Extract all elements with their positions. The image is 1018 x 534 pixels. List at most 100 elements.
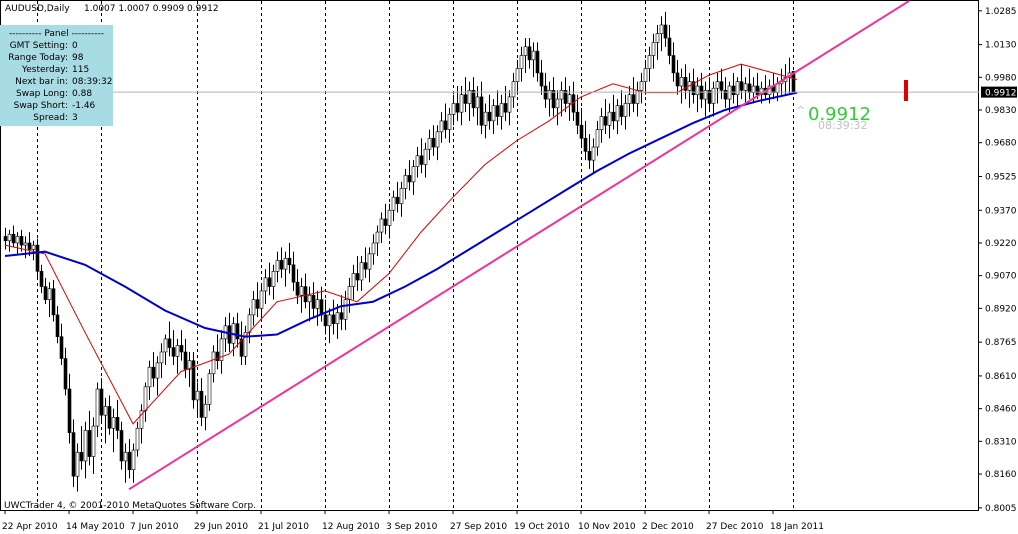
plot-frame xyxy=(0,0,979,511)
candle-body-97 xyxy=(391,196,396,211)
panel-label-2: Yesterday: xyxy=(21,65,68,75)
candle-body-177 xyxy=(711,87,716,104)
candle-body-9 xyxy=(39,271,44,287)
candle-body-54 xyxy=(219,338,224,361)
candle-body-10 xyxy=(43,286,48,300)
candle-body-108 xyxy=(435,131,440,148)
candle-body-140 xyxy=(563,90,568,104)
panel-label-6: Spread: xyxy=(33,113,68,123)
panel-label-3: Next bar in: xyxy=(15,77,68,87)
candle-body-4 xyxy=(19,236,24,246)
panel-value-2: 115 xyxy=(72,65,89,75)
candle-body-129 xyxy=(519,55,524,69)
candle-body-130 xyxy=(523,46,528,56)
panel-label-5: Swap Short: xyxy=(14,101,68,111)
candle-body-157 xyxy=(631,94,636,104)
candle-body-47 xyxy=(191,360,196,401)
candle-body-186 xyxy=(747,83,752,93)
y-tick-label-7: 0.9220 xyxy=(985,239,1017,249)
candle-body-106 xyxy=(427,138,432,150)
candle-body-161 xyxy=(647,55,652,69)
candle-body-89 xyxy=(359,262,364,281)
candle-body-75 xyxy=(303,286,308,303)
y-tick-label-4: 0.9680 xyxy=(985,139,1017,149)
candle-body-148 xyxy=(595,129,600,148)
candle-body-18 xyxy=(75,451,80,477)
candle-body-1 xyxy=(7,233,12,242)
candle-body-12 xyxy=(51,288,56,316)
panel-label-4: Swap Long: xyxy=(16,89,68,99)
bid-arrow: ^ xyxy=(796,104,805,117)
x-tick-label-4: 21 Jul 2010 xyxy=(258,522,309,532)
candle-body-175 xyxy=(703,90,708,100)
candle-body-127 xyxy=(511,81,516,98)
candle-body-93 xyxy=(375,231,380,244)
candle-body-96 xyxy=(387,209,392,226)
candle-body-133 xyxy=(535,50,540,74)
candle-body-5 xyxy=(23,242,28,246)
candle-body-38 xyxy=(155,362,160,379)
y-tick-label-10: 0.8765 xyxy=(985,338,1017,348)
candle-body-172 xyxy=(691,81,696,96)
candle-body-103 xyxy=(415,155,420,167)
candle-body-42 xyxy=(171,347,176,357)
bid-price: 0.9912 xyxy=(808,104,871,125)
candle-body-67 xyxy=(271,271,276,287)
candle-body-163 xyxy=(655,33,660,43)
y-tick-label-14: 0.8160 xyxy=(985,470,1017,480)
copyright-text: UWCTrader 4, © 2001-2010 MetaQuotes Soft… xyxy=(4,501,256,511)
candle-body-165 xyxy=(663,24,668,39)
panel-value-0: 0 xyxy=(72,41,78,51)
candle-body-73 xyxy=(295,281,300,296)
candle-body-14 xyxy=(59,336,64,359)
candle-body-45 xyxy=(183,351,188,370)
candle-body-68 xyxy=(275,260,280,272)
candle-body-188 xyxy=(755,85,760,96)
panel-value-3: 08:39:32 xyxy=(72,77,112,87)
candle-body-136 xyxy=(547,90,552,100)
candle-body-61 xyxy=(247,314,252,333)
price-marker xyxy=(904,80,908,101)
candle-body-168 xyxy=(675,72,680,87)
candle-body-160 xyxy=(643,68,648,82)
candle-body-120 xyxy=(483,111,488,126)
panel-value-5: -1.46 xyxy=(72,101,96,111)
candle-body-92 xyxy=(371,242,376,255)
candle-body-170 xyxy=(683,76,688,91)
candle-body-17 xyxy=(71,432,76,477)
candle-body-113 xyxy=(455,103,460,113)
y-tick-label-5: 0.9525 xyxy=(985,172,1017,182)
candle-body-13 xyxy=(55,314,60,338)
candle-body-51 xyxy=(207,373,212,405)
candle-body-69 xyxy=(279,260,284,270)
candlesticks xyxy=(3,11,796,492)
candle-body-2 xyxy=(11,233,16,244)
candle-body-167 xyxy=(671,55,676,74)
candle-body-21 xyxy=(87,430,92,457)
candle-body-152 xyxy=(611,111,616,122)
x-tick-label-12: 18 Jan 2011 xyxy=(770,522,824,532)
candle-body-100 xyxy=(403,175,408,189)
candle-body-146 xyxy=(587,151,592,161)
candle-body-118 xyxy=(475,96,480,109)
y-tick-label-6: 0.9370 xyxy=(985,206,1017,216)
candle-body-27 xyxy=(111,417,116,429)
candle-body-44 xyxy=(179,345,184,353)
candle-body-26 xyxy=(107,406,112,429)
candle-body-48 xyxy=(195,390,200,401)
candle-body-138 xyxy=(555,98,560,109)
candle-body-90 xyxy=(363,262,368,270)
x-tick-label-6: 3 Sep 2010 xyxy=(386,522,438,532)
x-tick-label-5: 12 Aug 2010 xyxy=(322,522,380,532)
candle-body-178 xyxy=(715,81,720,89)
panel-value-4: 0.88 xyxy=(72,89,92,99)
candle-body-53 xyxy=(215,351,220,361)
candle-body-141 xyxy=(567,94,572,104)
candle-body-58 xyxy=(235,323,240,340)
candle-body-116 xyxy=(467,90,472,104)
candle-body-39 xyxy=(159,351,164,364)
candle-body-76 xyxy=(307,294,312,303)
candle-body-88 xyxy=(355,273,360,281)
candle-body-30 xyxy=(123,451,128,462)
